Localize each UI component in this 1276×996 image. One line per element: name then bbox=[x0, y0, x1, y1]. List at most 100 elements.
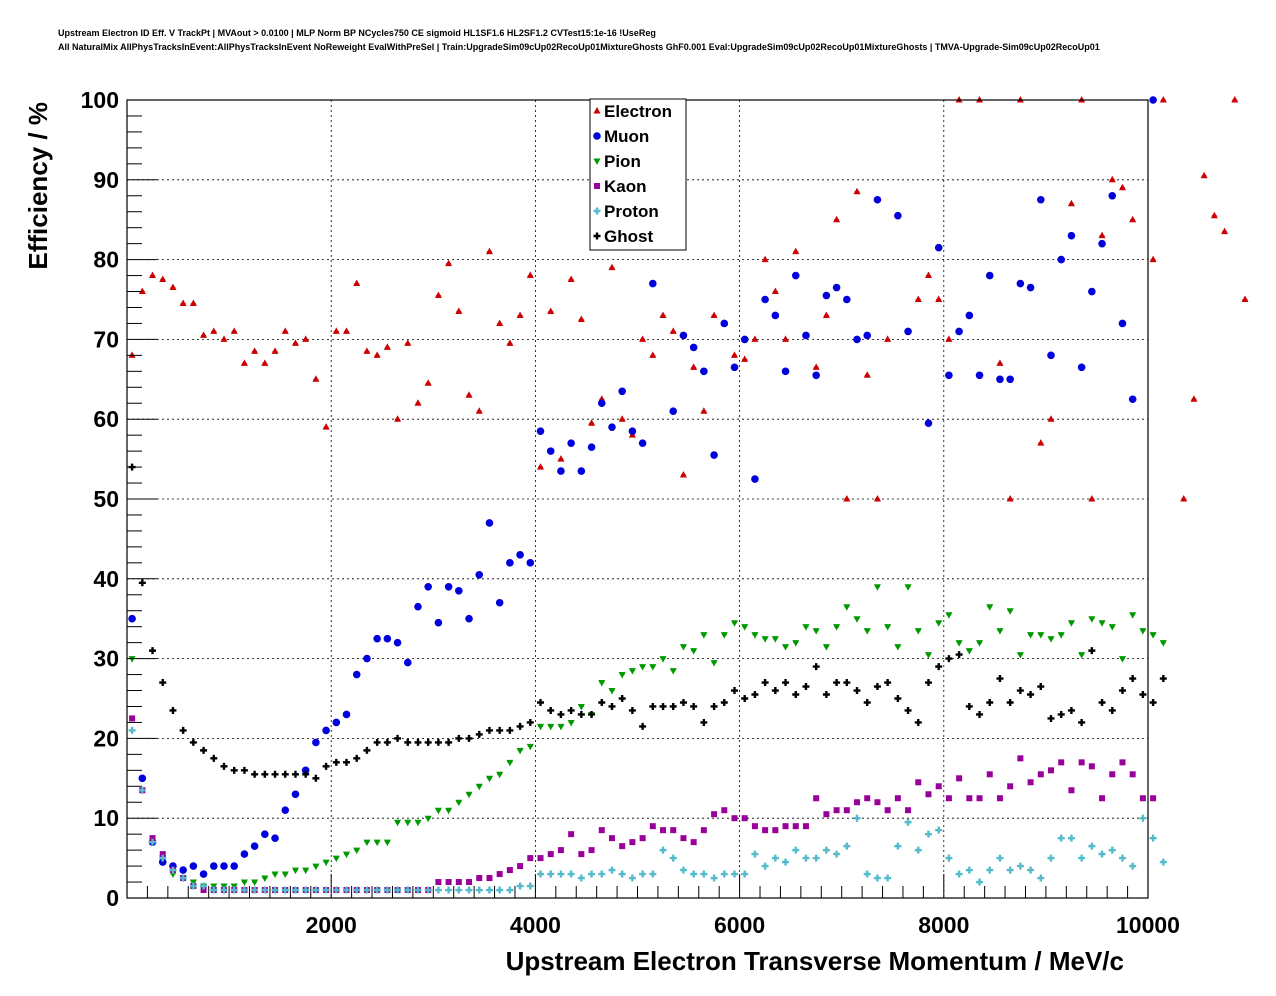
legend-label-kaon: Kaon bbox=[604, 177, 647, 196]
ghost-point bbox=[291, 770, 299, 778]
muon-point bbox=[291, 790, 300, 799]
ghost-point bbox=[863, 698, 871, 706]
muon-point bbox=[240, 850, 249, 858]
electron-point bbox=[557, 455, 565, 462]
ghost-point bbox=[608, 702, 616, 710]
proton-point bbox=[526, 882, 534, 890]
kaon-point bbox=[1088, 763, 1095, 770]
muon-point bbox=[414, 602, 422, 611]
electron-point bbox=[138, 287, 146, 295]
muon-point bbox=[853, 335, 861, 344]
electron-point bbox=[1047, 415, 1055, 422]
ghost-point bbox=[720, 698, 728, 706]
pion-point bbox=[281, 871, 289, 879]
proton-point bbox=[424, 886, 432, 894]
ghost-point bbox=[649, 702, 657, 710]
ghost-point bbox=[179, 726, 187, 734]
pion-point bbox=[659, 656, 667, 663]
muon-point bbox=[220, 862, 228, 870]
ghost-point bbox=[240, 766, 248, 774]
muon-point bbox=[434, 618, 443, 627]
ghost-point bbox=[1118, 687, 1126, 695]
proton-point bbox=[475, 886, 483, 894]
kaon-point bbox=[670, 827, 677, 834]
proton-point bbox=[792, 846, 800, 854]
pion-point bbox=[608, 688, 616, 695]
electron-series bbox=[128, 96, 1249, 502]
muon-point bbox=[1088, 287, 1096, 296]
proton-point bbox=[690, 870, 698, 878]
electron-point bbox=[251, 347, 259, 354]
muon-point bbox=[597, 399, 606, 408]
pion-point bbox=[679, 644, 687, 651]
electron-point bbox=[761, 255, 769, 263]
ghost-point bbox=[955, 651, 963, 659]
muon-point bbox=[506, 559, 514, 567]
ghost-point bbox=[628, 706, 636, 714]
ghost-point bbox=[853, 687, 861, 695]
muon-point bbox=[312, 738, 320, 747]
muon-point bbox=[1016, 279, 1025, 288]
electron-point bbox=[455, 307, 463, 314]
proton-point bbox=[159, 854, 167, 862]
proton-point bbox=[1027, 866, 1035, 874]
electron-point bbox=[690, 363, 698, 370]
electron-point bbox=[516, 311, 524, 318]
muon-point bbox=[751, 475, 759, 483]
electron-point bbox=[169, 283, 177, 291]
muon-point bbox=[638, 439, 647, 447]
kaon-point bbox=[455, 879, 462, 886]
pion-point bbox=[1047, 636, 1055, 643]
kaon-point bbox=[537, 855, 544, 862]
kaon-point bbox=[772, 827, 779, 834]
kaon-point bbox=[1058, 759, 1065, 766]
ghost-point bbox=[669, 702, 677, 710]
proton-point bbox=[1037, 874, 1045, 882]
electron-point bbox=[700, 407, 708, 414]
electron-point bbox=[434, 291, 442, 299]
electron-point bbox=[312, 375, 320, 382]
x-tick-label: 2000 bbox=[306, 912, 357, 938]
pion-point bbox=[802, 624, 810, 631]
electron-point bbox=[281, 327, 289, 334]
pion-point bbox=[445, 807, 453, 815]
pion-point bbox=[353, 847, 361, 855]
muon-point bbox=[536, 427, 545, 435]
y-tick-label: 30 bbox=[93, 646, 119, 672]
y-tick-label: 50 bbox=[93, 486, 119, 512]
muon-point bbox=[383, 634, 392, 643]
ghost-point bbox=[945, 655, 953, 663]
proton-point bbox=[669, 854, 677, 862]
electron-point bbox=[1108, 175, 1116, 183]
kaon-point bbox=[527, 855, 534, 862]
kaon-point bbox=[721, 807, 728, 814]
proton-point bbox=[608, 866, 616, 874]
proton-point bbox=[659, 846, 667, 854]
pion-point bbox=[302, 867, 310, 875]
proton-point bbox=[986, 866, 994, 874]
kaon-point bbox=[843, 807, 850, 814]
electron-point bbox=[322, 423, 330, 430]
electron-point bbox=[496, 319, 504, 326]
proton-point bbox=[873, 874, 881, 882]
ghost-point bbox=[261, 770, 269, 778]
kaon-point bbox=[496, 871, 503, 878]
kaon-point bbox=[1068, 787, 1075, 794]
ghost-point bbox=[771, 687, 779, 695]
ghost-point bbox=[1088, 647, 1096, 655]
electron-point bbox=[884, 335, 892, 342]
ghost-point bbox=[659, 702, 667, 710]
proton-point bbox=[261, 886, 269, 894]
electron-point bbox=[873, 495, 881, 502]
ghost-point bbox=[924, 679, 932, 687]
proton-point bbox=[404, 886, 412, 894]
proton-point bbox=[833, 850, 841, 858]
proton-point bbox=[1108, 846, 1116, 854]
pion-point bbox=[1078, 652, 1086, 659]
kaon-point bbox=[762, 827, 769, 834]
kaon-point bbox=[874, 799, 881, 806]
kaon-point bbox=[1037, 771, 1044, 778]
pion-point bbox=[1129, 612, 1137, 619]
ghost-point bbox=[271, 770, 279, 778]
